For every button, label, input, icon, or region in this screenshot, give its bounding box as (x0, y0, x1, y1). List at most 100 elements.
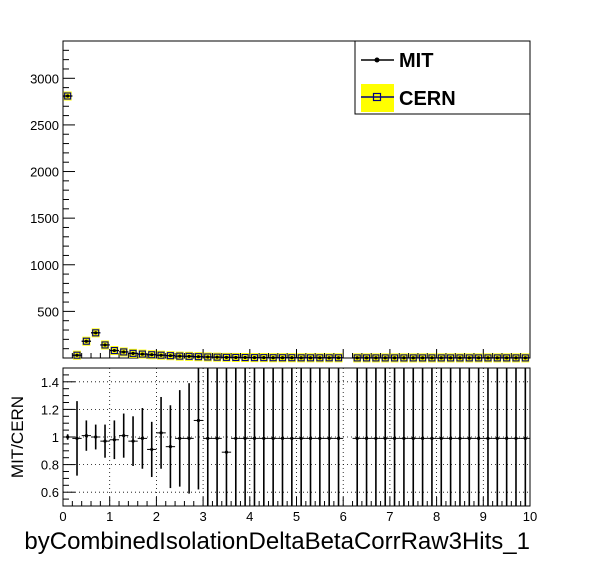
mit-point (262, 356, 266, 360)
mit-point (449, 356, 453, 360)
ratio-grid (63, 368, 530, 506)
legend-cern-marker-icon (372, 92, 382, 102)
ratio-point (430, 436, 434, 440)
main-y-tick-label: 1000 (30, 258, 59, 273)
ratio-point (280, 436, 285, 440)
ratio-y-tick-label: 1.4 (41, 375, 59, 390)
ratio-point (308, 436, 313, 440)
x-tick-label: 3 (199, 509, 206, 524)
ratio-point (262, 436, 266, 440)
ratio-point (439, 436, 443, 440)
ratio-y-tick-label: 1 (52, 430, 59, 445)
ratio-point (392, 436, 397, 440)
x-tick-label: 1 (106, 509, 113, 524)
ratio-point (187, 436, 191, 440)
ratio-point (449, 436, 453, 440)
ratio-point (477, 436, 481, 440)
ratio-point (364, 436, 369, 440)
ratio-point (299, 436, 303, 440)
ratio-point (243, 436, 247, 440)
mit-point (477, 356, 481, 360)
mit-point (336, 356, 341, 360)
mit-point (514, 356, 518, 360)
ratio-point (355, 436, 359, 440)
mit-point (178, 354, 182, 358)
mit-point (374, 356, 378, 360)
mit-point (308, 356, 313, 360)
mit-point (523, 356, 527, 360)
ratio-point (75, 436, 79, 440)
mit-point (355, 356, 359, 360)
legend-mit-label: MIT (399, 50, 433, 72)
ratio-point (271, 436, 275, 440)
mit-point (224, 355, 229, 359)
x-tick-label: 6 (340, 509, 347, 524)
mit-point (66, 94, 70, 98)
ratio-point (103, 439, 107, 443)
legend: MIT CERN (354, 40, 531, 115)
mit-point (280, 356, 285, 360)
x-axis-title: byCombinedIsolationDeltaBetaCorrRaw3Hits… (24, 528, 530, 555)
ratio-point (290, 436, 294, 440)
mit-point (383, 356, 387, 360)
ratio-point (458, 436, 462, 440)
ratio-point (94, 435, 98, 439)
mit-point (458, 356, 462, 360)
main-y-tick-label: 1500 (30, 211, 59, 226)
mit-point (364, 356, 369, 360)
mit-point (420, 356, 425, 360)
ratio-y-tick-label: 0.8 (41, 458, 59, 473)
mit-point (168, 354, 173, 358)
mit-point (140, 352, 144, 356)
x-tick-label: 9 (480, 509, 487, 524)
mit-point (392, 356, 397, 360)
ratio-point (327, 436, 331, 440)
mit-point (75, 353, 79, 357)
mit-point (159, 353, 163, 357)
mit-point (112, 348, 116, 353)
mit-point (131, 351, 135, 355)
ratio-point (402, 436, 406, 440)
mit-point (94, 331, 98, 335)
mit-point (439, 356, 443, 360)
ratio-point (168, 445, 173, 449)
mit-point (290, 356, 294, 360)
main-data-marks (63, 91, 530, 363)
legend-mit-marker-icon (374, 57, 380, 63)
mit-point (495, 356, 499, 360)
x-tick-label: 0 (59, 509, 66, 524)
ratio-point (495, 436, 499, 440)
mit-point (411, 356, 415, 360)
mit-point (299, 356, 303, 360)
ratio-y-axis-title: MIT/CERN (8, 396, 27, 478)
ratio-point (66, 435, 70, 439)
legend-cern-label: CERN (399, 88, 456, 110)
ratio-point (196, 418, 201, 423)
x-tick-label: 7 (386, 509, 393, 524)
mit-point (318, 356, 322, 360)
legend-cern-fill-icon (361, 84, 394, 112)
ratio-point (112, 438, 116, 442)
ratio-point (505, 436, 509, 440)
ratio-y-axis: 0.6 0.8 1 1.2 1.4 (41, 367, 75, 507)
ratio-point (252, 436, 257, 440)
mit-point (234, 355, 238, 360)
x-tick-label: 2 (153, 509, 160, 524)
mit-point (486, 356, 490, 360)
mit-point (327, 356, 331, 360)
mit-point (505, 356, 509, 360)
ratio-point (215, 436, 219, 440)
mit-point (150, 353, 154, 357)
mit-point (187, 354, 191, 358)
ratio-y-tick-label: 1.2 (41, 402, 59, 417)
ratio-point (234, 436, 238, 440)
mit-point (243, 355, 247, 360)
x-tick-label: 8 (433, 509, 440, 524)
mit-point (84, 339, 88, 343)
mit-point (206, 355, 210, 359)
ratio-point (336, 436, 341, 440)
ratio-point (467, 436, 471, 440)
ratio-point (84, 434, 88, 438)
mit-point (467, 356, 471, 360)
